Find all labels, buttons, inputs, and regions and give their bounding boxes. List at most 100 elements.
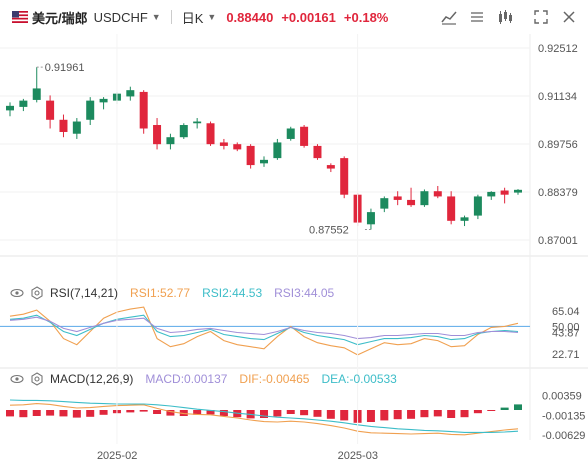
settings-icon[interactable] — [30, 286, 44, 300]
high-annotation: 0.91961 — [45, 62, 85, 74]
price-tick-label: 0.87001 — [538, 235, 578, 247]
rsi3-value: RSI3:44.05 — [274, 286, 335, 300]
macd-histogram-bar — [219, 410, 228, 416]
compare-icon[interactable] — [496, 8, 514, 26]
macd-tick-label: -0.00629 — [542, 430, 585, 442]
candle-body — [32, 88, 41, 100]
toolbar — [440, 8, 578, 26]
candle-body — [366, 212, 375, 225]
candle-body — [46, 100, 55, 120]
candle-body — [393, 196, 402, 200]
macd-histogram-bar — [514, 404, 522, 410]
candle-body — [447, 196, 456, 221]
rsi2-value: RSI2:44.53 — [202, 286, 263, 300]
macd-histogram-bar — [166, 410, 175, 416]
macd-histogram-bar — [59, 410, 68, 417]
macd-series-line — [9, 399, 519, 433]
x-tick-label: 2025-02 — [97, 450, 137, 462]
macd-histogram-bar — [286, 410, 295, 414]
macd-histogram-bar — [393, 410, 402, 420]
macd-histogram-bar — [206, 410, 215, 415]
close-icon[interactable] — [560, 8, 578, 26]
macd-legend: MACD(12,26,9) MACD:0.00137 DIF:-0.00465 … — [10, 372, 397, 386]
candle-body — [246, 145, 255, 166]
candle-body — [340, 158, 349, 195]
rsi1-value: RSI1:52.77 — [130, 286, 191, 300]
chart-type-icon[interactable] — [440, 8, 458, 26]
macd-histogram-bar — [460, 410, 469, 418]
macd-histogram-bar — [273, 410, 282, 417]
candle-body — [260, 159, 268, 164]
macd-series-line — [9, 403, 519, 436]
candle-body — [286, 128, 295, 139]
macd-histogram-bar — [139, 410, 148, 412]
rsi-legend: RSI(7,14,21) RSI1:52.77 RSI2:44.53 RSI3:… — [10, 286, 334, 300]
macd-histogram-bar — [179, 410, 188, 416]
macd-histogram-bar — [86, 410, 95, 417]
candle-body — [59, 119, 68, 132]
candle-body — [86, 100, 95, 120]
rsi-series-line — [9, 314, 519, 346]
period-dropdown-icon[interactable]: ▼ — [207, 12, 217, 22]
rsi-tick-label: 43.87 — [552, 328, 580, 340]
macd-histogram-bar — [487, 410, 496, 411]
macd-histogram-bar — [193, 410, 202, 415]
macd-histogram-bar — [260, 410, 268, 418]
macd-histogram-bar — [473, 410, 482, 414]
candle-body — [219, 142, 228, 146]
candle-body — [433, 191, 442, 197]
candle-body — [72, 121, 81, 134]
x-tick-label: 2025-03 — [338, 450, 378, 462]
candle-body — [166, 137, 175, 145]
eye-icon[interactable] — [10, 286, 24, 300]
candle-body — [126, 90, 135, 97]
candle-body — [179, 125, 188, 138]
candle-body — [500, 190, 509, 195]
symbol-code[interactable]: USDCHF — [93, 9, 148, 25]
candle-body — [460, 217, 469, 221]
chart-header: 美元/瑞郎 USDCHF ▼ 日K ▼ 0.88440 +0.00161 +0.… — [0, 0, 588, 34]
price-tick-label: 0.92512 — [538, 43, 578, 55]
price-change: +0.00161 — [281, 9, 336, 25]
macd-value: MACD:0.00137 — [145, 372, 228, 386]
indicator-icon[interactable] — [468, 8, 486, 26]
macd-indicator-label: MACD(12,26,9) — [50, 372, 134, 386]
rsi-tick-label: 50.00 — [552, 321, 580, 333]
macd-histogram-bar — [500, 407, 509, 410]
rsi-tick-label: 22.71 — [552, 349, 580, 361]
candle-body — [473, 196, 482, 216]
candle-body — [420, 191, 429, 206]
macd-histogram-bar — [407, 410, 416, 419]
candle-body — [193, 121, 202, 124]
price-tick-label: 0.89756 — [538, 139, 578, 151]
candle-body — [206, 123, 215, 145]
settings-icon[interactable] — [30, 372, 44, 386]
macd-tick-label: 0.00359 — [542, 391, 582, 403]
candle-body — [300, 126, 309, 146]
eye-icon[interactable] — [10, 372, 24, 386]
candle-body — [153, 125, 162, 145]
symbol-dropdown-icon[interactable]: ▼ — [151, 12, 161, 22]
price-change-pct: +0.18% — [343, 9, 389, 25]
period-selector[interactable]: 日K — [181, 10, 204, 26]
macd-histogram-bar — [6, 410, 14, 417]
candle-body — [326, 165, 335, 169]
macd-histogram-bar — [433, 410, 442, 417]
macd-histogram-bar — [326, 410, 335, 419]
macd-histogram-bar — [153, 410, 162, 414]
macd-histogram-bar — [366, 410, 375, 422]
symbol-name[interactable]: 美元/瑞郎 — [32, 10, 88, 26]
candle-body — [380, 198, 389, 209]
candle-body — [99, 98, 108, 103]
low-annotation: 0.87552 — [309, 225, 349, 237]
fullscreen-icon[interactable] — [532, 8, 550, 26]
macd-histogram-bar — [420, 410, 429, 418]
candle-body — [487, 191, 496, 197]
candle-body — [273, 142, 282, 159]
candle-body — [6, 105, 14, 111]
macd-tick-label: -0.00135 — [542, 410, 585, 422]
macd-histogram-bar — [313, 410, 322, 417]
rsi-tick-label: 65.04 — [552, 306, 580, 318]
current-price: 0.88440 — [226, 9, 274, 25]
